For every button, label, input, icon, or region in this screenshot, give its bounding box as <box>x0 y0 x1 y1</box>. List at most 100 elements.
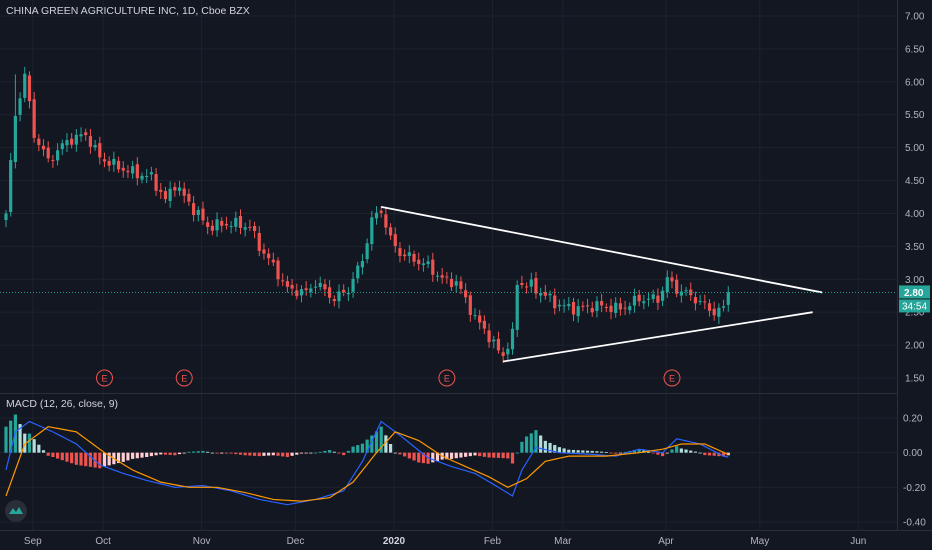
macd-tick-label: -0.40 <box>903 518 926 529</box>
countdown-value: 34:54 <box>902 301 927 312</box>
macd-histogram-bar <box>464 452 468 457</box>
price-tick-label: 2.00 <box>905 341 925 352</box>
macd-histogram-bar <box>576 450 580 453</box>
macd-histogram-bar <box>323 450 327 453</box>
candle <box>84 128 88 141</box>
macd-histogram-bar <box>276 452 280 456</box>
candle <box>356 261 360 284</box>
macd-histogram-bar <box>712 452 716 456</box>
macd-histogram-bar <box>534 430 538 453</box>
macd-histogram-bar <box>562 448 566 453</box>
candle <box>473 308 477 320</box>
macd-histogram-bar <box>168 452 172 455</box>
time-tick-label: Dec <box>287 536 305 547</box>
candle <box>159 183 163 199</box>
macd-histogram-bar <box>374 431 379 453</box>
macd-histogram-bar <box>393 452 397 454</box>
macd-histogram-bar <box>360 443 365 453</box>
macd-histogram-bar <box>206 451 210 453</box>
tradingview-logo[interactable] <box>5 500 27 522</box>
candle <box>576 298 580 323</box>
trendline[interactable] <box>502 311 813 363</box>
macd-histogram-bar <box>417 452 421 463</box>
candle <box>135 157 139 186</box>
candle <box>510 322 515 355</box>
macd-histogram-bar <box>595 451 599 453</box>
candle <box>590 301 594 317</box>
earnings-marker[interactable]: E <box>95 369 113 387</box>
candle <box>337 284 341 309</box>
price-axis[interactable]: 7.00 6.50 6.00 5.50 5.00 4.50 4.00 3.50 3.00 2.50… <box>905 12 925 385</box>
macd-histogram-bar <box>665 452 669 454</box>
candle <box>661 286 665 307</box>
macd-histogram-bar <box>299 452 304 454</box>
price-tick-label: 1.50 <box>905 374 925 385</box>
earnings-marker[interactable]: E <box>438 369 456 387</box>
candle <box>454 274 458 293</box>
last-price-value: 2.80 <box>904 288 924 299</box>
candle <box>398 242 402 263</box>
macd-histogram-bar <box>201 450 205 453</box>
candle <box>210 220 214 236</box>
earnings-marker[interactable]: E <box>663 369 681 387</box>
macd-histogram-bar <box>529 433 533 453</box>
candle <box>693 291 698 311</box>
candle <box>276 257 280 287</box>
macd-histogram-bar <box>468 452 472 457</box>
candle <box>496 331 501 354</box>
candle <box>623 300 627 316</box>
earnings-icon <box>175 369 193 387</box>
macd-histogram-bar <box>571 449 576 453</box>
macd-histogram-bar <box>553 445 557 453</box>
candle <box>149 166 153 181</box>
candle <box>557 299 562 312</box>
candle <box>271 252 275 267</box>
trendlines[interactable] <box>381 205 823 363</box>
candle <box>351 271 355 298</box>
candle <box>370 211 374 251</box>
candle <box>445 272 449 284</box>
grid-lines <box>0 0 897 530</box>
logo-circle <box>5 500 27 522</box>
macd-axis[interactable]: 0.20 0.00 -0.20 -0.40 <box>903 414 926 529</box>
candle <box>393 227 397 253</box>
macd-histogram-bar <box>679 448 683 453</box>
candle <box>9 152 13 217</box>
macd-histogram-bar <box>229 452 233 454</box>
macd-histogram-bar <box>675 446 679 453</box>
macd-histogram-bar <box>304 452 308 454</box>
macd-histogram-bar <box>23 433 27 453</box>
candle <box>285 275 289 293</box>
candle <box>585 298 590 314</box>
macd-histogram-bar <box>689 450 693 453</box>
time-axis[interactable]: SepOctNovDec2020FebMarAprMayJunJulAug <box>24 536 932 547</box>
macd-histogram-bar <box>55 452 60 459</box>
candle <box>173 182 177 197</box>
macd-histogram-bar <box>403 452 407 457</box>
price-tick-label: 5.00 <box>905 143 925 154</box>
macd-histogram-bar <box>131 452 135 459</box>
macd-histogram-bar <box>177 452 182 455</box>
candle <box>93 139 97 151</box>
candle <box>332 295 336 307</box>
earnings-marker[interactable]: E <box>175 369 193 387</box>
candle <box>435 271 440 282</box>
macd-histogram-bar <box>285 452 289 457</box>
macd-histogram-bar <box>651 452 655 454</box>
candle <box>524 282 529 294</box>
trendline[interactable] <box>381 205 823 294</box>
countdown-badge: 34:54 <box>899 299 930 313</box>
macd-histogram-bar <box>154 452 158 456</box>
macd-histogram-bar <box>618 452 622 454</box>
macd-histogram-bar <box>224 452 229 454</box>
price-tick-label: 6.00 <box>905 77 925 88</box>
candle <box>360 253 365 275</box>
macd-histogram-bar <box>421 452 426 464</box>
macd-histogram-bar <box>51 452 55 457</box>
candle <box>65 133 69 153</box>
macd-histogram-bar <box>65 452 69 462</box>
candle <box>121 161 125 178</box>
